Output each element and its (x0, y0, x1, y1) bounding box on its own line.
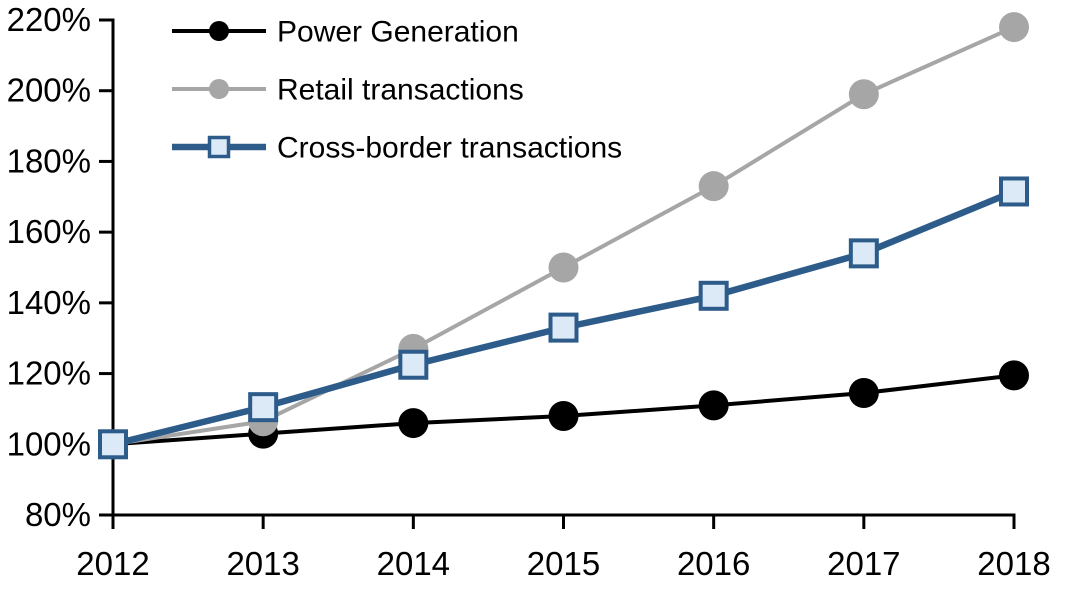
y-tick-label: 120% (7, 355, 91, 392)
x-tick-label: 2016 (677, 545, 750, 582)
data-point-retail-transactions-2015 (548, 252, 579, 283)
data-point-cross-border-transactions-2012 (98, 429, 128, 460)
legend-marker-square-icon (207, 135, 231, 159)
y-tick-label: 100% (7, 425, 91, 462)
data-point-cross-border-transactions-2015 (548, 312, 579, 343)
legend-label-cross-border-transactions: Cross-border transactions (277, 132, 622, 165)
legend-item-cross-border-transactions: Cross-border transactions (172, 132, 622, 165)
legend: Power Generation Retail transactions Cross… (172, 16, 622, 165)
data-point-retail-transactions-2017 (848, 79, 879, 110)
y-tick-label: 200% (7, 72, 91, 109)
x-tick-label: 2018 (977, 545, 1050, 582)
legend-marker-circle-icon (209, 21, 229, 41)
data-point-power-generation-2015 (548, 401, 579, 431)
data-point-cross-border-transactions-2016 (698, 280, 729, 311)
x-tick-label: 2015 (527, 545, 600, 582)
x-tick-label: 2014 (377, 545, 450, 582)
data-point-cross-border-transactions-2013 (248, 392, 279, 423)
data-point-power-generation-2016 (698, 390, 729, 421)
y-tick-label: 160% (7, 213, 91, 250)
y-tick-label: 180% (7, 142, 91, 179)
series-power-generation (98, 360, 1029, 460)
x-tick-label: 2013 (226, 545, 299, 582)
data-point-power-generation-2018 (999, 360, 1029, 391)
data-point-cross-border-transactions-2017 (848, 238, 879, 269)
y-tick-label: 220% (7, 1, 91, 38)
data-point-cross-border-transactions-2014 (398, 349, 429, 380)
legend-label-power-generation: Power Generation (277, 16, 519, 49)
legend-label-retail-transactions: Retail transactions (277, 74, 524, 107)
data-point-power-generation-2017 (848, 378, 879, 409)
legend-marker-circle-icon (209, 79, 229, 99)
series-retail-transactions (98, 12, 1029, 460)
data-point-retail-transactions-2018 (999, 12, 1029, 43)
data-point-power-generation-2014 (398, 408, 429, 439)
series-cross-border-transactions (98, 176, 1029, 460)
x-tick-label: 2017 (827, 545, 900, 582)
y-tick-label: 80% (25, 496, 91, 533)
y-tick-label: 140% (7, 284, 91, 321)
x-tick-label: 2012 (76, 545, 149, 582)
legend-item-retail-transactions: Retail transactions (172, 74, 524, 107)
data-point-retail-transactions-2016 (698, 171, 729, 202)
legend-item-power-generation: Power Generation (172, 16, 519, 49)
data-point-cross-border-transactions-2018 (999, 176, 1029, 207)
